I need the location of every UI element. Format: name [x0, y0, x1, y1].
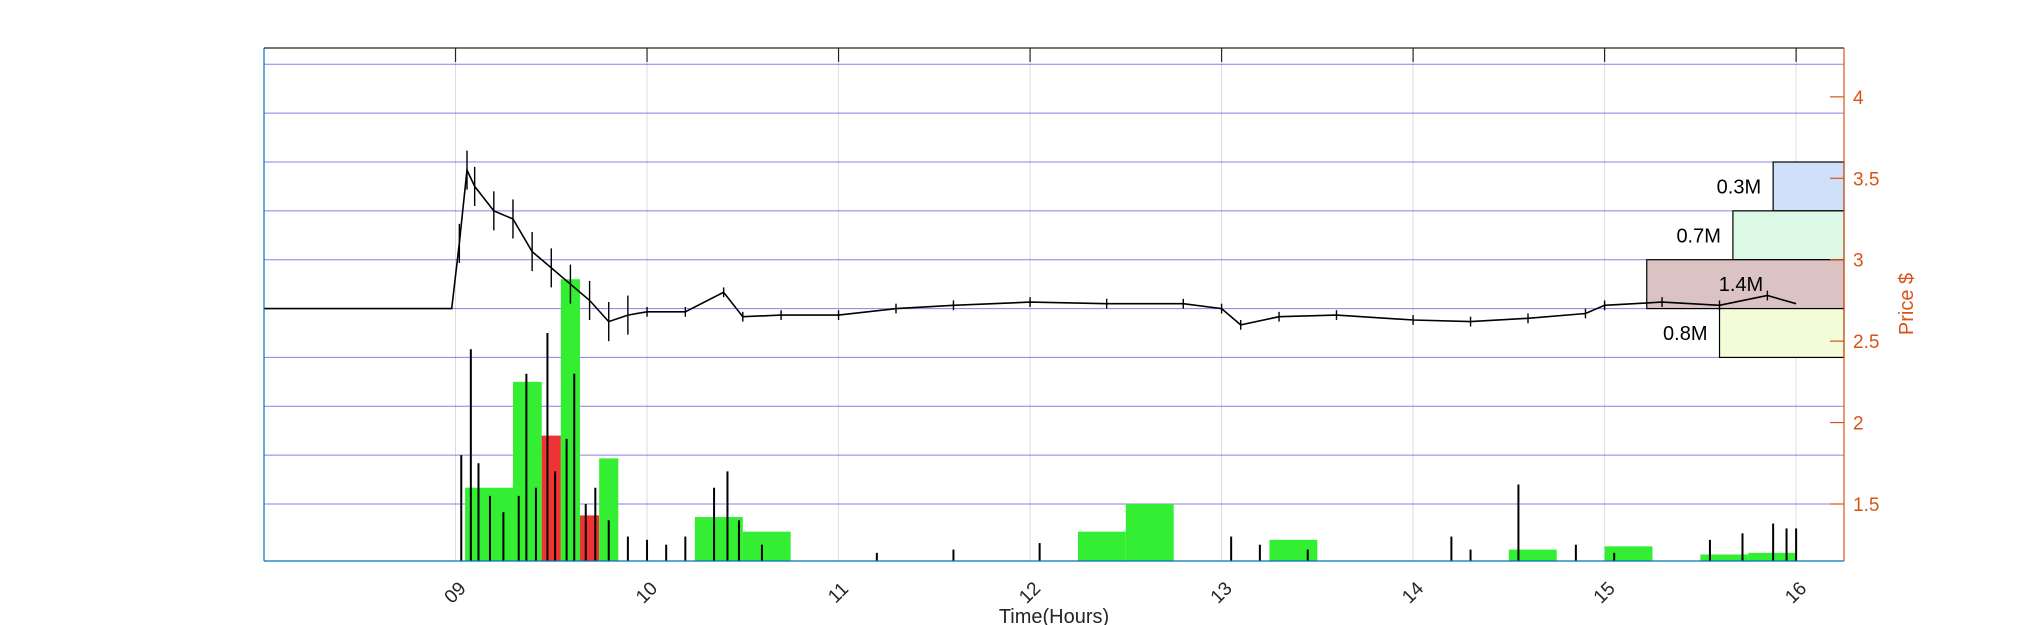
x-tick-label: 14 — [1398, 578, 1428, 608]
grid-lines — [455, 48, 1797, 561]
volume-profile-box — [1772, 161, 1845, 212]
volume-profile-label: 0.8M — [1663, 323, 1707, 345]
price-series — [264, 150, 1797, 342]
x-tick-label: 15 — [1590, 578, 1620, 608]
volume-bar — [560, 279, 580, 561]
volume-bar — [1077, 531, 1126, 561]
volume-bar — [1125, 504, 1174, 561]
volume-bar — [1508, 549, 1557, 561]
x-tick-label: 11 — [824, 579, 853, 608]
volume-bar — [599, 458, 619, 561]
y-axis-label: Price $ — [1896, 273, 1918, 335]
volume-bar — [1604, 546, 1653, 561]
volume-profile-box — [1732, 210, 1845, 261]
volume-bar — [694, 517, 743, 561]
x-tick-label: 12 — [1015, 578, 1045, 608]
y-tick-label: 1.5 — [1853, 495, 1879, 516]
x-tick-label: 16 — [1781, 578, 1811, 608]
y-tick-label: 2.5 — [1853, 332, 1879, 353]
y-tick-label: 2 — [1853, 414, 1864, 435]
x-axis-label: Time(Hours) — [999, 606, 1109, 625]
volume-bar — [1700, 554, 1749, 561]
volume-bar — [541, 435, 561, 561]
y-tick-label: 3.5 — [1853, 169, 1879, 190]
volume-profile-label: 1.4M — [1719, 274, 1763, 296]
volume-bar — [1269, 539, 1318, 561]
volume-profile-label: 0.7M — [1676, 225, 1720, 247]
x-tick-label: 09 — [441, 578, 471, 608]
y-tick-label: 4 — [1853, 88, 1864, 109]
y-tick-label: 3 — [1853, 251, 1864, 272]
volume-profile-box — [1718, 307, 1845, 359]
volume-bar — [742, 531, 791, 561]
volume-spikes — [460, 333, 1798, 561]
x-tick-label: 13 — [1207, 578, 1237, 608]
x-tick-label: 10 — [632, 578, 662, 608]
volume-profile-label: 0.3M — [1717, 176, 1761, 198]
